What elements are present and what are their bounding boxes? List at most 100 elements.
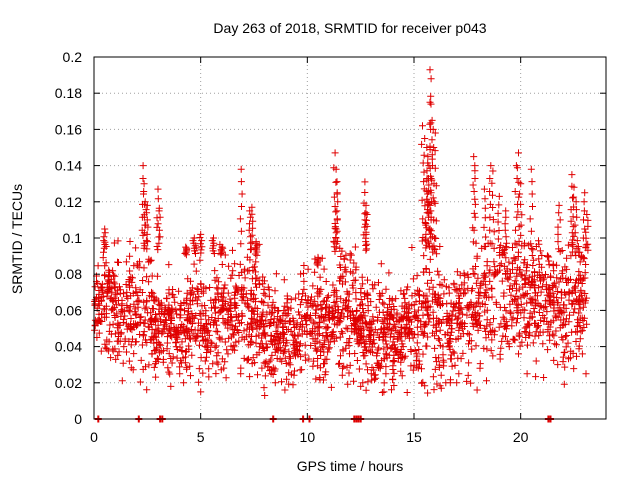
data-point [553,341,560,349]
data-point [528,252,536,259]
x-tick-label: 20 [513,429,529,445]
data-point [531,284,538,292]
data-point [214,289,222,297]
data-point [554,361,562,369]
data-point [156,233,164,241]
data-point [436,326,444,334]
data-point [509,314,517,322]
data-point [183,296,190,304]
data-point [529,203,536,210]
data-point [352,263,360,271]
data-point [100,248,107,256]
data-point [136,378,144,386]
data-point [544,252,552,260]
data-point [486,175,494,182]
data-point [323,324,331,331]
data-point [313,323,321,331]
data-point [142,363,149,371]
data-point [336,333,344,341]
data-point [126,238,134,245]
data-point [414,317,422,324]
data-point [297,270,305,278]
data-point [370,331,378,339]
data-point [500,315,508,323]
data-point [271,287,279,295]
data-point [223,346,231,354]
data-point [321,371,329,379]
data-point [506,308,514,316]
data-point [205,365,213,373]
data-point [98,296,105,304]
data-point [348,327,356,335]
data-point [192,312,200,319]
data-point [432,182,440,190]
data-point [156,340,164,348]
data-point [431,365,439,373]
data-point [159,328,167,336]
data-point [476,321,484,329]
data-point [390,333,398,340]
data-point [301,327,309,335]
data-point [412,298,420,306]
data-point [470,209,478,217]
data-point [238,296,246,304]
data-point [152,311,159,318]
data-point [427,175,435,182]
data-point [471,200,479,208]
data-point [186,301,194,309]
data-point [456,294,463,302]
data-point [474,274,482,282]
data-point [303,321,311,329]
data-point [281,386,289,394]
data-point [171,331,179,339]
data-point [347,314,354,322]
data-point [489,326,497,334]
data-point [368,343,376,351]
data-point [215,278,223,286]
data-point [356,334,364,341]
data-point [195,293,203,301]
data-point [125,278,133,286]
data-point [550,267,558,275]
data-point [329,281,337,289]
data-point [397,358,405,366]
data-point [487,162,495,170]
data-point [136,318,144,326]
data-point [163,339,171,347]
data-point [488,285,496,293]
data-point [538,263,546,271]
data-point [446,345,454,353]
data-point [363,240,371,248]
data-point [492,298,500,306]
data-point [390,303,398,310]
data-point [375,279,382,287]
data-point [127,292,135,300]
data-point [106,321,114,329]
data-point [447,355,455,363]
data-point [574,316,581,324]
data-point [550,304,558,312]
data-point [517,180,525,188]
data-point [193,285,201,293]
data-point [164,364,172,372]
data-point [490,244,498,252]
data-point [517,200,525,208]
data-point [427,216,435,224]
data-point [562,291,570,299]
data-point [540,303,548,311]
data-point [290,324,298,331]
data-point [141,198,149,206]
data-point [497,260,505,268]
data-point [364,323,372,331]
data-point [276,334,284,342]
data-point [363,347,371,354]
data-point [364,307,372,315]
data-point [368,281,376,289]
data-point [300,285,308,293]
data-point [367,370,375,378]
data-point [401,332,409,340]
data-point [427,92,435,100]
data-point [238,284,246,291]
data-point [274,313,282,321]
data-point [243,356,251,364]
